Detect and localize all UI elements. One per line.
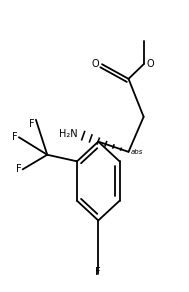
Text: abs: abs: [131, 149, 143, 155]
Text: F: F: [95, 267, 101, 277]
Text: O: O: [91, 59, 99, 69]
Text: F: F: [16, 164, 22, 174]
Text: F: F: [29, 119, 35, 129]
Text: H₂N: H₂N: [59, 129, 77, 139]
Text: O: O: [147, 59, 154, 69]
Text: F: F: [12, 132, 18, 142]
